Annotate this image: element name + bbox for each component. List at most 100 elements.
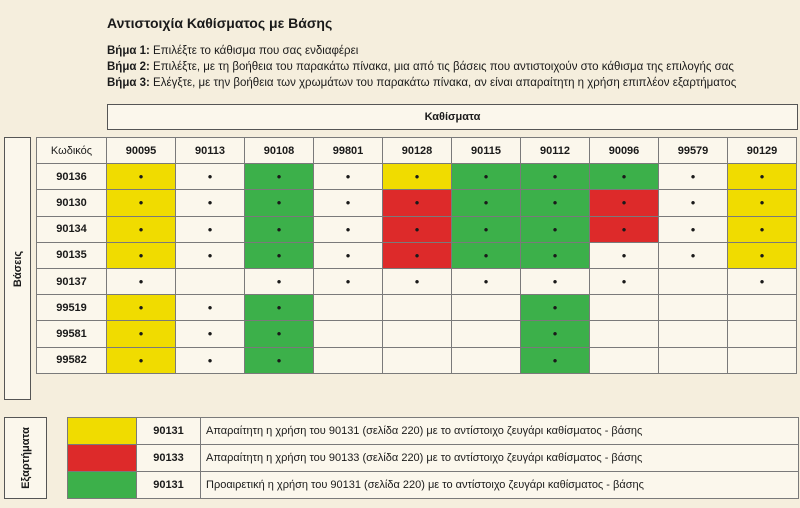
table-cell [589, 320, 659, 348]
legend-code: 90131 [136, 471, 201, 499]
table-cell: • [244, 241, 314, 269]
compatible-dot: • [552, 326, 558, 342]
table-cell: • [589, 189, 659, 217]
compatible-dot: • [345, 221, 351, 237]
table-cell: • [313, 163, 383, 191]
compatible-dot: • [552, 352, 558, 368]
legend-color-swatch [67, 444, 137, 472]
table-cell: • [727, 189, 797, 217]
table-cell: • [520, 320, 590, 348]
step-2: Βήμα 2: Επιλέξτε, με τη βοήθεια του παρα… [107, 61, 734, 73]
step-1: Βήμα 1: Επιλέξτε το κάθισμα που σας ενδι… [107, 45, 359, 57]
page-title: Αντιστοιχία Καθίσματος με Βάσης [107, 15, 333, 31]
compatible-dot: • [621, 274, 627, 290]
table-cell: • [658, 241, 728, 269]
table-cell: • [175, 346, 245, 374]
compatible-dot: • [276, 274, 282, 290]
table-cell: • [106, 163, 176, 191]
code-header: Κωδικός [36, 136, 107, 165]
table-cell [589, 294, 659, 322]
table-cell: • [451, 215, 521, 243]
table-cell: • [106, 346, 176, 374]
table-cell: • [175, 320, 245, 348]
compatible-dot: • [207, 221, 213, 237]
compatible-dot: • [759, 221, 765, 237]
table-cell: • [313, 241, 383, 269]
accessories-label-box: Εξαρτήματα [4, 417, 47, 499]
compatible-dot: • [414, 169, 420, 185]
legend-row: 90133 Απαραίτητη η χρήση του 90133 (σελίδ… [67, 444, 799, 472]
compatible-dot: • [207, 352, 213, 368]
table-row: 99519 • • • • [36, 294, 797, 322]
compatible-dot: • [552, 195, 558, 211]
table-cell [451, 320, 521, 348]
compatible-dot: • [207, 169, 213, 185]
table-cell: • [451, 163, 521, 191]
compatible-dot: • [552, 300, 558, 316]
compatible-dot: • [690, 169, 696, 185]
table-cell: • [244, 320, 314, 348]
bases-label-box: Βάσεις [4, 137, 31, 400]
compatible-dot: • [690, 221, 696, 237]
seat-code-90113: 90113 [175, 136, 245, 165]
table-cell: • [520, 241, 590, 269]
seat-code-90108: 90108 [244, 136, 314, 165]
compatible-dot: • [414, 274, 420, 290]
table-cell: • [727, 267, 797, 296]
compatible-dot: • [414, 221, 420, 237]
seat-code-90115: 90115 [451, 136, 521, 165]
table-cell: • [175, 294, 245, 322]
instructions: Βήμα 1: Επιλέξτε το κάθισμα που σας ενδι… [107, 43, 736, 91]
table-cell [451, 346, 521, 374]
table-row: 99582 • • • • [36, 346, 797, 374]
table-row: 90136 • • • • • • • • • • [36, 163, 797, 191]
legend-table: 90131 Απαραίτητη η χρήση του 90131 (σελίδ… [67, 417, 799, 499]
table-row: 99581 • • • • [36, 320, 797, 348]
table-cell: • [106, 189, 176, 217]
table-cell [313, 346, 383, 374]
table-cell: • [589, 267, 659, 296]
table-cell: • [520, 346, 590, 374]
compatible-dot: • [138, 247, 144, 263]
legend-code: 90131 [136, 417, 201, 445]
compatible-dot: • [552, 247, 558, 263]
table-cell: • [244, 189, 314, 217]
compatible-dot: • [759, 274, 765, 290]
compatible-dot: • [345, 247, 351, 263]
compatible-dot: • [621, 247, 627, 263]
compatible-dot: • [690, 195, 696, 211]
table-cell: • [451, 267, 521, 296]
base-code-90135: 90135 [36, 241, 107, 269]
compatible-dot: • [690, 247, 696, 263]
compatible-dot: • [483, 195, 489, 211]
seat-code-99801: 99801 [313, 136, 383, 165]
table-cell: • [520, 163, 590, 191]
compatible-dot: • [138, 300, 144, 316]
compatible-dot: • [621, 195, 627, 211]
compatible-dot: • [207, 326, 213, 342]
table-row: 90135 • • • • • • • • • • [36, 241, 797, 269]
compatible-dot: • [483, 247, 489, 263]
compatible-dot: • [414, 195, 420, 211]
compatibility-table: Κωδικός 90095 90113 90108 99801 90128 90115 901… [36, 136, 797, 374]
table-cell: • [382, 267, 452, 296]
table-cell: • [244, 346, 314, 374]
legend-description: Απαραίτητη η χρήση του 90133 (σελίδα 220… [200, 444, 799, 472]
compatible-dot: • [207, 247, 213, 263]
base-code-90136: 90136 [36, 163, 107, 191]
table-cell [313, 320, 383, 348]
base-code-90137: 90137 [36, 267, 107, 296]
table-cell [727, 320, 797, 348]
legend-description: Απαραίτητη η χρήση του 90131 (σελίδα 220… [200, 417, 799, 445]
compatible-dot: • [759, 247, 765, 263]
compatible-dot: • [552, 221, 558, 237]
table-cell [382, 346, 452, 374]
table-cell [658, 320, 728, 348]
seats-header: Καθίσματα [107, 104, 798, 130]
table-cell [727, 346, 797, 374]
compatible-dot: • [483, 274, 489, 290]
table-cell: • [658, 189, 728, 217]
table-cell: • [451, 241, 521, 269]
compatible-dot: • [276, 326, 282, 342]
table-cell: • [244, 215, 314, 243]
